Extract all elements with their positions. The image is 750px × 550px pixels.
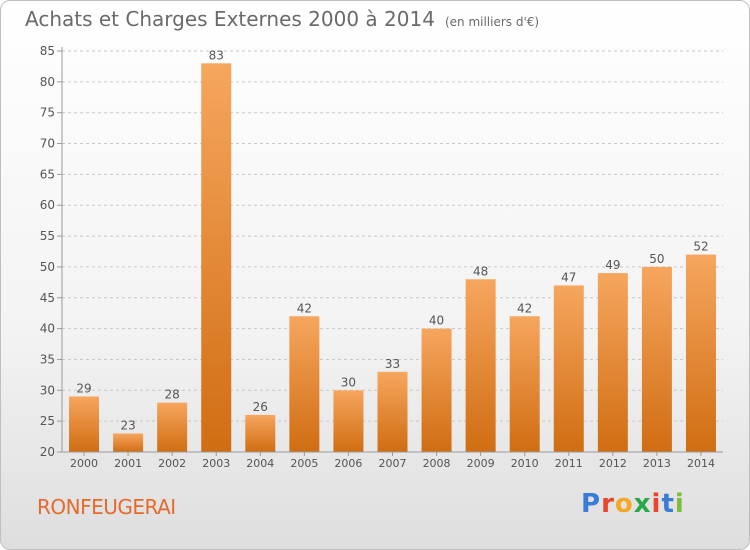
x-tick-label: 2003 <box>202 457 230 470</box>
chart-title: Achats et Charges Externes 2000 à 2014 (e… <box>25 7 539 31</box>
x-tick-label: 2012 <box>599 457 627 470</box>
bar <box>465 279 496 452</box>
x-tick-label: 2010 <box>511 457 539 470</box>
logo-letter: i <box>651 489 662 519</box>
y-tick-label: 40 <box>40 322 55 336</box>
bar <box>113 433 144 452</box>
y-tick-label: 30 <box>40 383 55 397</box>
bar <box>289 316 320 452</box>
x-tick-label: 2008 <box>423 457 451 470</box>
y-tick-label: 50 <box>40 260 55 274</box>
data-label: 40 <box>429 314 444 328</box>
x-tick-label: 2000 <box>70 457 98 470</box>
chart-unit-note: (en milliers d'€) <box>444 15 540 29</box>
bar <box>201 63 232 452</box>
x-tick-label: 2004 <box>246 457 274 470</box>
data-label: 47 <box>561 270 576 284</box>
bar <box>553 285 584 452</box>
y-tick-label: 45 <box>40 291 55 305</box>
data-label: 83 <box>209 48 224 62</box>
data-label: 26 <box>253 400 268 414</box>
data-label: 49 <box>605 258 620 272</box>
bar <box>377 371 408 452</box>
bar <box>685 254 716 452</box>
y-tick-label: 20 <box>40 445 55 459</box>
y-tick-label: 85 <box>40 44 55 58</box>
bar <box>333 390 364 452</box>
bar <box>509 316 540 452</box>
data-label: 29 <box>76 381 91 395</box>
logo-letter: P <box>581 489 602 519</box>
bars: 29 23 28 83 26 42 30 33 40 48 42 47 49 50 52 <box>69 48 716 452</box>
bar <box>597 273 628 452</box>
logo-letter: o <box>614 489 634 519</box>
data-label: 50 <box>649 252 664 266</box>
x-tick-label: 2009 <box>467 457 495 470</box>
x-tick-label: 2006 <box>334 457 362 470</box>
x-tick-label: 2007 <box>379 457 407 470</box>
y-tick-label: 80 <box>40 75 55 89</box>
y-tick-label: 75 <box>40 106 55 120</box>
data-label: 42 <box>297 301 312 315</box>
proxiti-logo[interactable]: Proxiti <box>581 489 685 519</box>
axes: 20 25 30 35 40 45 50 55 60 65 70 75 80 85 2000 2001 2002… <box>40 44 723 470</box>
y-tick-label: 35 <box>40 352 55 366</box>
data-label: 33 <box>385 357 400 371</box>
logo-letter: i <box>674 489 685 519</box>
logo-letter: r <box>601 489 615 519</box>
data-label: 42 <box>517 301 532 315</box>
y-tick-label: 60 <box>40 198 55 212</box>
commune-name: RONFEUGERAI <box>37 495 176 519</box>
logo-letter: x <box>633 489 652 519</box>
bar <box>157 402 188 452</box>
bar <box>245 414 276 452</box>
data-label: 48 <box>473 264 488 278</box>
y-tick-label: 25 <box>40 414 55 428</box>
x-tick-label: 2001 <box>114 457 142 470</box>
y-tick-label: 55 <box>40 229 55 243</box>
x-tick-label: 2013 <box>643 457 671 470</box>
data-label: 52 <box>693 240 708 254</box>
bar <box>69 396 100 452</box>
data-label: 28 <box>165 388 180 402</box>
x-tick-label: 2011 <box>555 457 583 470</box>
y-tick-label: 65 <box>40 167 55 181</box>
x-tick-label: 2005 <box>290 457 318 470</box>
x-tick-label: 2014 <box>687 457 715 470</box>
chart-title-text: Achats et Charges Externes 2000 à 2014 <box>25 7 435 31</box>
x-tick-label: 2002 <box>158 457 186 470</box>
y-tick-label: 70 <box>40 137 55 151</box>
data-label: 23 <box>120 418 135 432</box>
data-label: 30 <box>341 375 356 389</box>
logo-letter: t <box>661 489 675 519</box>
bar <box>421 328 452 452</box>
bar <box>641 266 672 452</box>
